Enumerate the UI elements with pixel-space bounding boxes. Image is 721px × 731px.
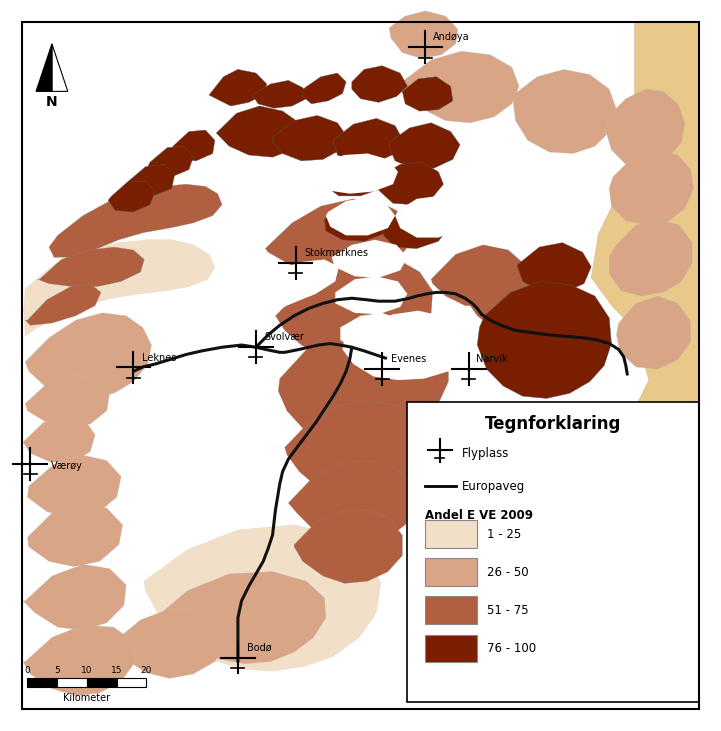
Polygon shape bbox=[332, 240, 407, 278]
Polygon shape bbox=[384, 206, 448, 249]
Polygon shape bbox=[342, 311, 472, 380]
Text: Evenes: Evenes bbox=[391, 354, 426, 364]
Polygon shape bbox=[436, 539, 602, 654]
Polygon shape bbox=[591, 22, 699, 548]
Polygon shape bbox=[402, 77, 453, 111]
Polygon shape bbox=[324, 201, 393, 241]
Polygon shape bbox=[389, 11, 458, 58]
Text: Svolvær: Svolvær bbox=[265, 332, 304, 342]
Polygon shape bbox=[23, 625, 136, 696]
Polygon shape bbox=[301, 154, 398, 194]
Polygon shape bbox=[173, 260, 339, 336]
Polygon shape bbox=[153, 572, 326, 664]
Polygon shape bbox=[335, 276, 407, 314]
Bar bbox=[425, 596, 477, 624]
Polygon shape bbox=[340, 313, 411, 355]
Polygon shape bbox=[265, 199, 412, 279]
Polygon shape bbox=[52, 44, 68, 91]
Polygon shape bbox=[513, 69, 616, 154]
Polygon shape bbox=[395, 196, 467, 238]
Polygon shape bbox=[25, 284, 101, 325]
Text: Leknes: Leknes bbox=[142, 352, 177, 363]
Bar bbox=[425, 635, 477, 662]
Bar bbox=[117, 678, 146, 687]
Polygon shape bbox=[303, 73, 346, 104]
Polygon shape bbox=[24, 240, 215, 336]
Text: Bodø: Bodø bbox=[247, 643, 271, 653]
Text: Værøy: Værøy bbox=[50, 461, 82, 471]
Polygon shape bbox=[275, 257, 433, 357]
Polygon shape bbox=[27, 503, 123, 567]
Polygon shape bbox=[23, 415, 95, 462]
Text: 5: 5 bbox=[54, 667, 60, 675]
Text: 15: 15 bbox=[111, 667, 123, 675]
Text: 1 - 25: 1 - 25 bbox=[487, 528, 521, 541]
Text: Stokmarknes: Stokmarknes bbox=[304, 248, 368, 258]
Polygon shape bbox=[144, 525, 381, 671]
Polygon shape bbox=[23, 564, 126, 630]
Polygon shape bbox=[285, 401, 427, 501]
Bar bbox=[87, 678, 117, 687]
Text: Europaveg: Europaveg bbox=[461, 480, 525, 493]
Polygon shape bbox=[25, 374, 110, 428]
Polygon shape bbox=[252, 80, 306, 108]
Polygon shape bbox=[49, 184, 222, 257]
Text: 26 - 50: 26 - 50 bbox=[487, 566, 528, 579]
Text: 10: 10 bbox=[81, 667, 92, 675]
Text: 20: 20 bbox=[141, 667, 152, 675]
Text: 76 - 100: 76 - 100 bbox=[487, 642, 536, 655]
Polygon shape bbox=[36, 44, 52, 91]
Text: Tegnforklaring: Tegnforklaring bbox=[485, 415, 622, 433]
Polygon shape bbox=[616, 296, 691, 369]
Text: Narvik: Narvik bbox=[476, 354, 508, 364]
Text: 51 - 75: 51 - 75 bbox=[487, 604, 528, 617]
Polygon shape bbox=[172, 130, 215, 161]
Polygon shape bbox=[606, 89, 685, 167]
Bar bbox=[407, 402, 699, 702]
Polygon shape bbox=[278, 316, 448, 446]
Polygon shape bbox=[25, 313, 151, 398]
Bar bbox=[57, 678, 87, 687]
Polygon shape bbox=[294, 510, 402, 583]
Bar bbox=[425, 520, 477, 548]
Text: Kilometer: Kilometer bbox=[63, 693, 110, 703]
Polygon shape bbox=[352, 66, 407, 102]
Text: N: N bbox=[46, 95, 58, 109]
Polygon shape bbox=[108, 181, 155, 212]
Text: Andel E VE 2009: Andel E VE 2009 bbox=[425, 509, 534, 522]
Polygon shape bbox=[389, 123, 460, 168]
Polygon shape bbox=[431, 245, 525, 307]
Polygon shape bbox=[27, 455, 121, 518]
Polygon shape bbox=[112, 608, 227, 678]
Polygon shape bbox=[37, 247, 144, 287]
Polygon shape bbox=[288, 461, 415, 545]
Text: 0: 0 bbox=[25, 667, 30, 675]
Bar bbox=[27, 678, 57, 687]
Polygon shape bbox=[209, 69, 267, 106]
Polygon shape bbox=[404, 51, 519, 123]
Polygon shape bbox=[518, 243, 591, 292]
Polygon shape bbox=[477, 281, 611, 398]
Polygon shape bbox=[467, 265, 566, 335]
Bar bbox=[425, 558, 477, 586]
Polygon shape bbox=[126, 164, 174, 196]
Polygon shape bbox=[379, 162, 443, 205]
Polygon shape bbox=[609, 219, 692, 296]
Polygon shape bbox=[333, 118, 402, 162]
Polygon shape bbox=[323, 154, 391, 196]
Polygon shape bbox=[609, 150, 694, 225]
Text: Andøya: Andøya bbox=[433, 32, 469, 42]
Polygon shape bbox=[326, 197, 395, 235]
Polygon shape bbox=[148, 146, 193, 177]
Text: Flyplass: Flyplass bbox=[461, 447, 509, 460]
Polygon shape bbox=[273, 115, 346, 161]
Polygon shape bbox=[216, 106, 303, 157]
